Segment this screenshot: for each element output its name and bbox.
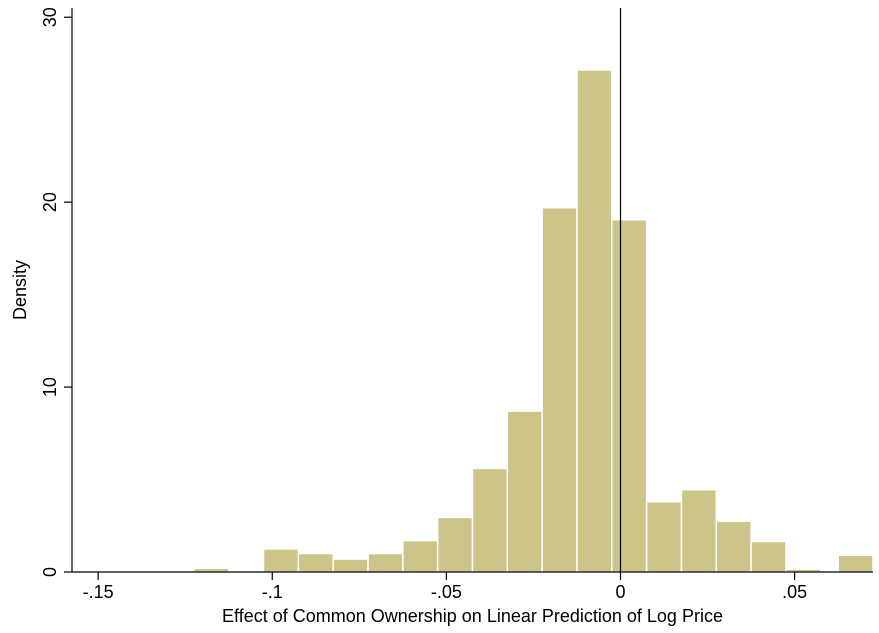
x-axis-ticks: -.15 -.1 -.05 0 .05 (83, 572, 807, 602)
y-tick-label: 20 (40, 192, 60, 212)
histogram-bar (297, 552, 334, 573)
histogram-bar (750, 540, 787, 573)
histogram-bar (541, 206, 578, 573)
histogram-bar (576, 69, 613, 573)
x-tick-label: -.05 (431, 582, 462, 602)
y-axis-title: Density (10, 260, 30, 320)
histogram-bar (715, 520, 752, 573)
histogram-bar (680, 488, 718, 573)
x-tick-label: -.1 (262, 582, 283, 602)
histogram-bar (436, 516, 474, 573)
x-tick-label: -.15 (83, 582, 114, 602)
histogram-bar (837, 554, 874, 573)
histogram-bar (506, 410, 543, 573)
histogram-bar (262, 548, 300, 573)
x-axis-title: Effect of Common Ownership on Linear Pre… (222, 606, 723, 626)
y-tick-label: 30 (40, 7, 60, 27)
y-tick-label: 10 (40, 377, 60, 397)
x-tick-label: 0 (616, 582, 626, 602)
histogram-bars (193, 69, 874, 573)
y-tick-label: 0 (40, 567, 60, 577)
histogram-bar (402, 539, 439, 573)
y-axis-ticks: 0 10 20 30 (40, 7, 72, 577)
histogram-bar (611, 218, 648, 573)
histogram-bar (471, 467, 509, 573)
histogram-bar (645, 500, 683, 573)
histogram-bar (332, 558, 369, 573)
histogram-bar (367, 552, 404, 573)
x-tick-label: .05 (782, 582, 807, 602)
